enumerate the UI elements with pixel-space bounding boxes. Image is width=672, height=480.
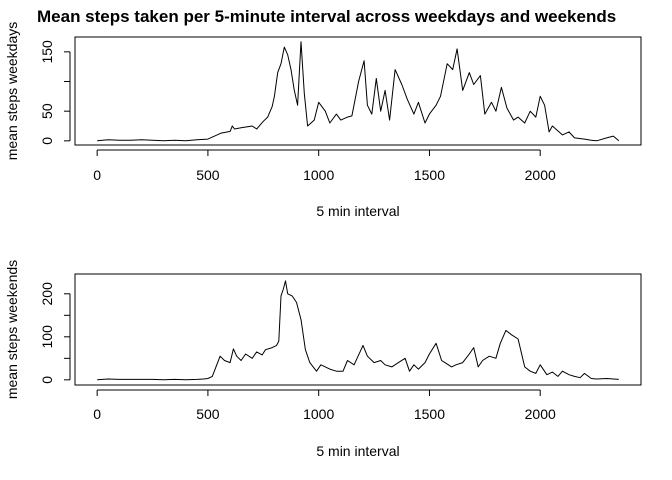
x-tick-label: 500 xyxy=(196,406,220,422)
x-tick-label: 2000 xyxy=(525,406,556,422)
series-line xyxy=(97,41,620,142)
y-tick-label: 0 xyxy=(39,376,55,384)
chart-title: Mean steps taken per 5-minute interval a… xyxy=(37,7,616,26)
x-tick-label: 1000 xyxy=(303,406,334,422)
series-line xyxy=(97,280,619,381)
weekends-panel: 0 500 1000 1500 2000 5 min interval 0 100 200 mea… xyxy=(4,260,642,459)
y-tick-label: 150 xyxy=(39,40,55,64)
y-axis-label: mean steps weekdays xyxy=(4,22,20,161)
x-tick-label: 1500 xyxy=(414,406,445,422)
x-tick-label: 0 xyxy=(93,167,101,183)
weekdays-panel: 0 500 1000 1500 2000 5 min interval 0 50 150 mean… xyxy=(4,22,642,219)
y-tick-label: 0 xyxy=(39,137,55,145)
y-tick-label: 50 xyxy=(39,103,55,119)
plot-frame xyxy=(74,273,642,386)
x-tick-label: 2000 xyxy=(525,167,556,183)
x-tick-label: 1500 xyxy=(414,167,445,183)
y-axis-label: mean steps weekends xyxy=(4,260,20,399)
y-tick-label: 200 xyxy=(39,282,55,306)
plot-frame xyxy=(74,36,642,146)
y-tick-label: 100 xyxy=(39,325,55,349)
x-tick-label: 500 xyxy=(196,167,220,183)
x-tick-label: 1000 xyxy=(303,167,334,183)
x-tick-label: 0 xyxy=(93,406,101,422)
x-axis-label: 5 min interval xyxy=(316,443,399,459)
x-axis-label: 5 min interval xyxy=(316,203,399,219)
